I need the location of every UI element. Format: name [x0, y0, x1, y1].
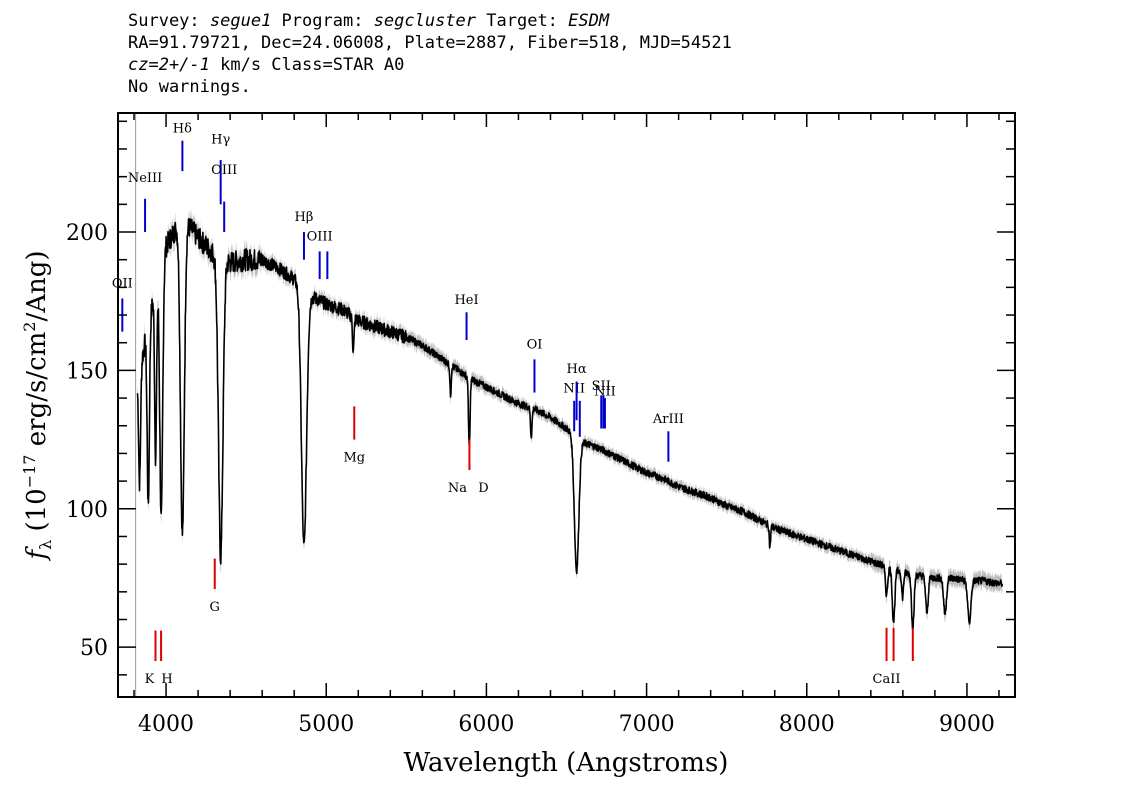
spectral-lines-layer: OIINeIIIHδHγOIIIHβOIIIHeIOINIIHαSIINIIAr…	[112, 121, 914, 687]
x-tick-label: 9000	[939, 712, 995, 737]
header-line-2: RA=91.79721, Dec=24.06008, Plate=2887, F…	[128, 33, 732, 53]
program-value: segcluster	[373, 11, 477, 31]
plot-frame	[117, 112, 1016, 698]
y-axis-title-group: fλ (10−17 erg/s/cm2/Ang)	[20, 250, 55, 561]
class-value: km/s Class=STAR A0	[209, 55, 405, 75]
axes-layer: 4000 5000 6000 7000 8000 9000 50 100 150 200	[66, 113, 1015, 737]
x-tick-label: 8000	[779, 712, 835, 737]
absorption-line-label-6: CaII	[873, 672, 901, 687]
y-axis-title: fλ (10−17 erg/s/cm2/Ang)	[20, 250, 55, 561]
x-tick-label: 4000	[138, 712, 194, 737]
absorption-line-label-4: Na	[448, 481, 467, 496]
emission-line-label-8: HeI	[454, 293, 478, 308]
x-tick-label: 6000	[458, 712, 514, 737]
emission-line-label-13: SII	[592, 379, 611, 394]
survey-label: Survey:	[128, 11, 210, 31]
survey-value: segue1	[209, 11, 272, 31]
x-axis-title: Wavelength (Angstroms)	[404, 748, 729, 778]
emission-line-label-1: NeIII	[128, 171, 162, 186]
emission-line-label-16: ArIII	[652, 412, 684, 427]
emission-line-label-5: Hβ	[295, 210, 314, 225]
program-label: Program:	[271, 11, 374, 31]
emission-line-label-15: NII	[594, 384, 616, 399]
y-tick-label: 50	[80, 636, 108, 661]
emission-line-label-6: OIII	[307, 229, 333, 244]
header-line-1: Survey: segue1 Program: segcluster Targe…	[128, 10, 732, 32]
redshift-value: cz=2+/-1	[128, 55, 210, 75]
y-tick-label: 150	[66, 359, 108, 384]
emission-line-label-3: Hγ	[211, 132, 230, 147]
spectrum-header: Survey: segue1 Program: segcluster Targe…	[128, 10, 732, 98]
absorption-line-label-1: H	[161, 672, 172, 687]
header-line-4: No warnings.	[128, 77, 251, 97]
emission-line-label-10: NII	[563, 382, 585, 397]
x-tick-label: 7000	[619, 712, 675, 737]
x-tick-label: 5000	[298, 712, 354, 737]
emission-line-label-0: OII	[112, 276, 133, 291]
spectrum-series-line	[136, 218, 1003, 631]
header-line-3: cz=2+/-1 km/s Class=STAR A0	[128, 54, 732, 76]
absorption-line-label-3: Mg	[343, 451, 365, 466]
absorption-line-label-2: G	[210, 600, 220, 615]
data-layer	[135, 113, 1003, 697]
target-value: ESDM	[568, 11, 610, 31]
emission-line-label-9: OI	[527, 337, 543, 352]
target-label: Target:	[476, 11, 569, 31]
absorption-line-label-5: D	[478, 481, 488, 496]
error-band	[137, 209, 1003, 638]
y-tick-label: 200	[66, 221, 108, 246]
y-tick-label: 100	[66, 498, 108, 523]
emission-line-label-2: Hδ	[173, 121, 192, 136]
emission-line-label-11: Hα	[567, 362, 587, 377]
emission-line-label-4: OIII	[211, 163, 237, 178]
absorption-line-label-0: K	[145, 672, 155, 687]
